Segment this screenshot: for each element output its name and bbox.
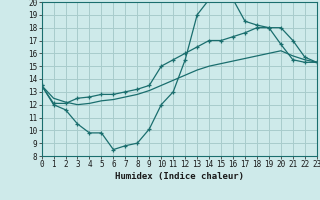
X-axis label: Humidex (Indice chaleur): Humidex (Indice chaleur) xyxy=(115,172,244,181)
